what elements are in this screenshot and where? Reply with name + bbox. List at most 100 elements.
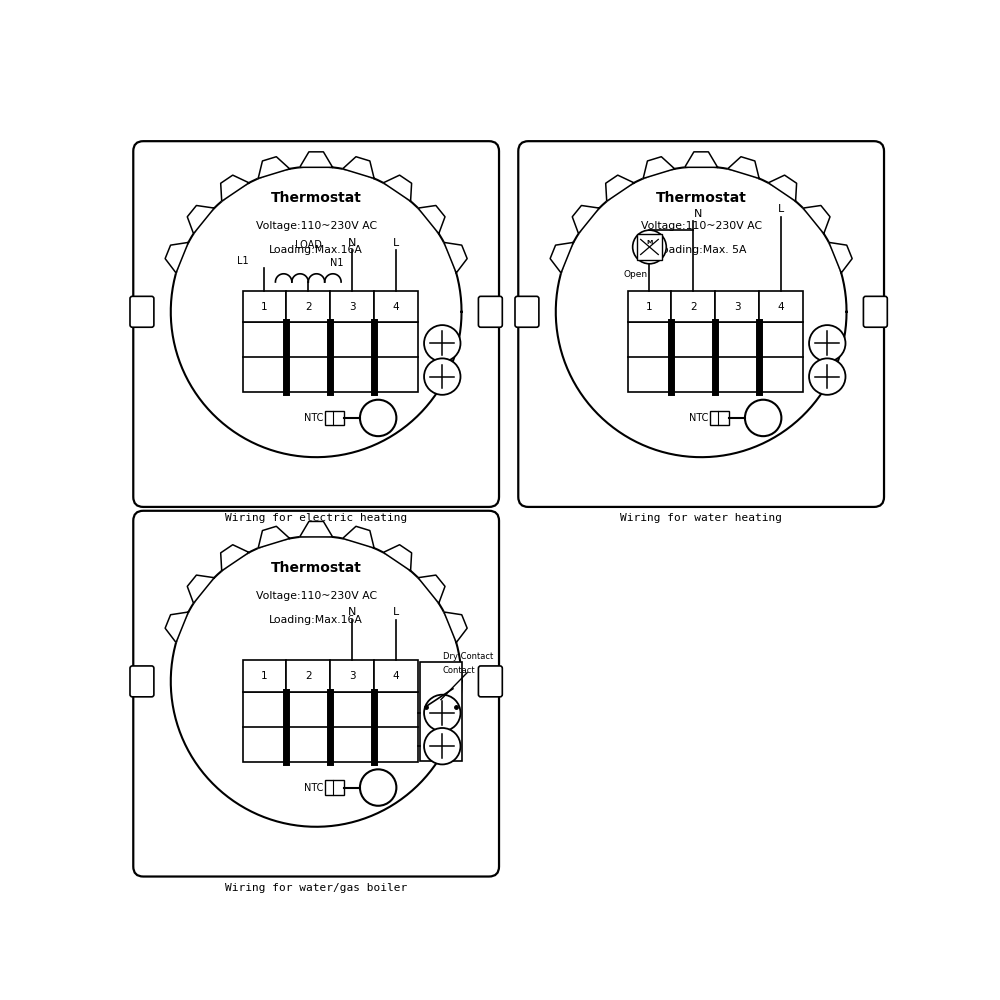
Text: 3: 3: [349, 671, 355, 681]
Polygon shape: [187, 575, 214, 603]
FancyBboxPatch shape: [130, 296, 154, 327]
Circle shape: [424, 325, 460, 362]
Text: 1: 1: [261, 671, 268, 681]
Polygon shape: [803, 205, 830, 234]
FancyBboxPatch shape: [863, 296, 887, 327]
Text: Voltage:110~230V AC: Voltage:110~230V AC: [641, 221, 762, 231]
Bar: [715, 291, 759, 322]
Text: Wiring for water/gas boiler: Wiring for water/gas boiler: [225, 883, 407, 893]
FancyBboxPatch shape: [133, 511, 499, 877]
Text: Thermostat: Thermostat: [271, 561, 362, 575]
Text: L1: L1: [237, 256, 248, 266]
Text: N: N: [348, 238, 356, 248]
Text: Loading:Max.16A: Loading:Max.16A: [269, 245, 363, 255]
Text: 2: 2: [690, 302, 697, 312]
Polygon shape: [300, 521, 333, 537]
Text: NTC: NTC: [304, 413, 323, 423]
Polygon shape: [383, 175, 412, 201]
Polygon shape: [383, 545, 412, 571]
Text: Thermostat: Thermostat: [656, 191, 747, 205]
Text: NTC: NTC: [304, 783, 323, 793]
Polygon shape: [728, 157, 759, 178]
Polygon shape: [418, 575, 445, 603]
Bar: [243, 660, 286, 692]
Circle shape: [424, 695, 460, 731]
Circle shape: [360, 400, 396, 436]
Bar: [628, 322, 803, 392]
Bar: [243, 291, 286, 322]
Bar: [628, 291, 671, 322]
Text: Contact: Contact: [443, 666, 475, 675]
Polygon shape: [221, 175, 249, 201]
Bar: [374, 291, 418, 322]
Polygon shape: [550, 242, 573, 273]
Polygon shape: [343, 157, 374, 178]
Text: Dry Contact: Dry Contact: [443, 652, 493, 661]
Bar: [759, 291, 803, 322]
Polygon shape: [643, 157, 675, 178]
Polygon shape: [418, 205, 445, 234]
Polygon shape: [829, 242, 852, 273]
Bar: [243, 322, 418, 392]
Polygon shape: [444, 612, 467, 643]
Text: L: L: [393, 607, 399, 617]
Text: Thermostat: Thermostat: [271, 191, 362, 205]
Polygon shape: [685, 152, 718, 167]
Text: Wiring for water heating: Wiring for water heating: [620, 513, 782, 523]
Text: LOAD: LOAD: [295, 240, 322, 250]
Text: 2: 2: [305, 671, 312, 681]
Polygon shape: [258, 526, 290, 548]
Bar: [330, 291, 374, 322]
Polygon shape: [165, 612, 188, 643]
Text: L: L: [778, 204, 784, 214]
Text: 4: 4: [393, 671, 399, 681]
Text: Wiring for electric heating: Wiring for electric heating: [225, 513, 407, 523]
Circle shape: [809, 325, 845, 362]
Text: Loading:Max.16A: Loading:Max.16A: [269, 615, 363, 625]
Bar: [330, 660, 374, 692]
Text: 4: 4: [393, 302, 399, 312]
Text: N: N: [348, 607, 356, 617]
Bar: [243, 692, 418, 762]
Circle shape: [745, 400, 781, 436]
Text: Loading:Max. 5A: Loading:Max. 5A: [656, 245, 746, 255]
Bar: [420, 662, 462, 761]
Circle shape: [360, 769, 396, 806]
Polygon shape: [187, 205, 214, 234]
Circle shape: [424, 728, 460, 764]
Polygon shape: [300, 152, 333, 167]
Circle shape: [809, 358, 845, 395]
FancyBboxPatch shape: [478, 666, 502, 697]
Bar: [374, 660, 418, 692]
Polygon shape: [444, 242, 467, 273]
Bar: [286, 291, 330, 322]
Text: 4: 4: [778, 302, 784, 312]
FancyBboxPatch shape: [515, 296, 539, 327]
Bar: [286, 660, 330, 692]
Text: 2: 2: [305, 302, 312, 312]
Text: NTC: NTC: [689, 413, 708, 423]
Text: 1: 1: [261, 302, 268, 312]
Text: 1: 1: [646, 302, 653, 312]
Bar: [671, 291, 715, 322]
Bar: [325, 780, 344, 795]
Polygon shape: [572, 205, 599, 234]
Text: 3: 3: [734, 302, 740, 312]
Bar: [710, 411, 729, 425]
Circle shape: [633, 230, 666, 264]
Polygon shape: [343, 526, 374, 548]
Circle shape: [424, 358, 460, 395]
Bar: [325, 411, 344, 425]
Polygon shape: [165, 242, 188, 273]
FancyBboxPatch shape: [478, 296, 502, 327]
FancyBboxPatch shape: [518, 141, 884, 507]
Text: Open: Open: [624, 270, 648, 279]
Polygon shape: [258, 157, 290, 178]
Text: M: M: [646, 240, 653, 245]
Text: N1: N1: [330, 258, 343, 268]
Polygon shape: [221, 545, 249, 571]
Text: Voltage:110~230V AC: Voltage:110~230V AC: [256, 221, 377, 231]
Polygon shape: [768, 175, 797, 201]
Text: Voltage:110~230V AC: Voltage:110~230V AC: [256, 591, 377, 601]
Polygon shape: [606, 175, 634, 201]
